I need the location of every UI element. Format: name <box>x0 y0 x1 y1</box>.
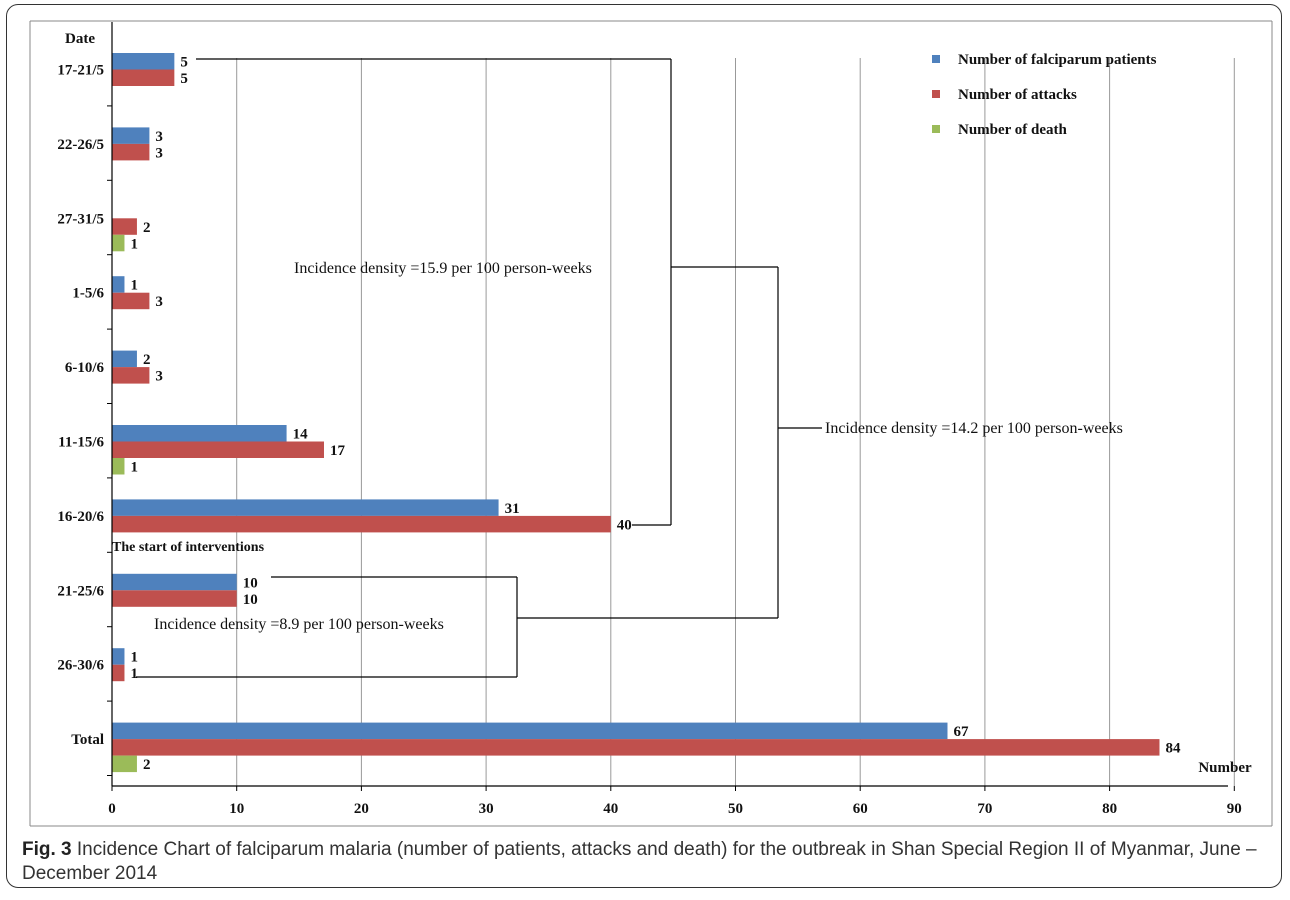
legend: Number of falciparum patients Number of a… <box>932 52 1157 138</box>
y-axis-label: Date <box>65 31 95 47</box>
figure-caption: Fig. 3 Incidence Chart of falciparum mal… <box>22 838 1262 886</box>
legend-swatch-0 <box>932 55 940 63</box>
bar-6-10/6-0 <box>112 350 137 368</box>
bar-27-31/5-1 <box>112 218 137 235</box>
bar-Total-0 <box>112 722 948 740</box>
annotation-density-after: Incidence density =8.9 per 100 person-we… <box>154 616 444 633</box>
data-label-Total-2: 2 <box>143 757 151 773</box>
bar-17-21/5-1 <box>112 69 175 86</box>
caption-label: Fig. 3 <box>22 839 72 860</box>
data-label-21-25/6-1: 10 <box>243 592 258 608</box>
x-tick-label-70: 70 <box>977 801 992 817</box>
gridlines <box>236 58 1235 786</box>
y-tick-label-21-25/6: 21-25/6 <box>57 583 104 599</box>
data-label-11-15/6-1: 17 <box>330 443 346 459</box>
data-label-27-31/5-2: 1 <box>130 236 138 252</box>
bar-6-10/6-1 <box>112 367 150 384</box>
data-label-6-10/6-1: 3 <box>155 369 163 385</box>
x-tick-label-0: 0 <box>108 801 116 817</box>
data-label-21-25/6-0: 10 <box>243 575 258 591</box>
bar-1-5/6-1 <box>112 292 150 310</box>
y-tick-label-22-26/5: 22-26/5 <box>57 137 104 153</box>
x-tick-label-90: 90 <box>1227 801 1242 817</box>
annotation-texts: The start of interventions Incidence dens… <box>112 260 1123 633</box>
bar-17-21/5-0 <box>112 53 175 70</box>
legend-swatch-2 <box>932 125 940 133</box>
bar-11-15/6-0 <box>112 425 287 442</box>
legend-label-2: Number of death <box>958 122 1068 138</box>
bar-16-20/6-1 <box>112 515 611 533</box>
x-tick-label-30: 30 <box>479 801 494 817</box>
bar-26-30/6-1 <box>112 664 125 682</box>
bar-11-15/6-2 <box>112 458 125 475</box>
data-label-26-30/6-0: 1 <box>130 650 138 666</box>
bar-27-31/5-2 <box>112 234 125 252</box>
y-tick-label-6-10/6: 6-10/6 <box>65 360 105 376</box>
axes: 0 10 20 30 40 50 60 70 80 90 Number Date 17-21/5 22-2… <box>57 22 1252 817</box>
data-label-11-15/6-0: 14 <box>293 427 309 443</box>
x-tick-label-80: 80 <box>1102 801 1117 817</box>
bar-Total-1 <box>112 739 1160 756</box>
annotation-density-total: Incidence density =14.2 per 100 person-w… <box>825 420 1123 437</box>
data-label-6-10/6-0: 2 <box>143 352 151 368</box>
y-tick-label-26-30/6: 26-30/6 <box>57 658 104 674</box>
data-label-16-20/6-1: 40 <box>617 517 632 533</box>
annotation-density-before: Incidence density =15.9 per 100 person-w… <box>294 260 592 277</box>
y-tick-label-11-15/6: 11-15/6 <box>58 435 104 451</box>
data-label-22-26/5-1: 3 <box>155 145 163 161</box>
bar-22-26/5-1 <box>112 143 150 161</box>
x-tick-label-10: 10 <box>229 801 244 817</box>
data-label-Total-1: 84 <box>1165 741 1181 757</box>
x-tick-label-20: 20 <box>354 801 369 817</box>
y-tick-label-17-21/5: 17-21/5 <box>57 63 104 79</box>
caption-text: Incidence Chart of falciparum malaria (n… <box>22 839 1257 884</box>
data-label-27-31/5-1: 2 <box>143 220 151 236</box>
data-label-16-20/6-0: 31 <box>505 501 520 517</box>
x-tick-label-40: 40 <box>603 801 618 817</box>
bar-21-25/6-1 <box>112 590 237 607</box>
y-tick-label-16-20/6: 16-20/6 <box>57 509 104 525</box>
data-label-17-21/5-0: 5 <box>180 55 188 71</box>
data-label-1-5/6-0: 1 <box>130 278 138 294</box>
y-tick-label-27-31/5: 27-31/5 <box>57 211 104 227</box>
bar-22-26/5-0 <box>112 127 150 144</box>
bars <box>112 53 1160 773</box>
annotation-brackets <box>136 58 822 678</box>
data-label-1-5/6-1: 3 <box>155 294 163 310</box>
y-tick-label-Total: Total <box>71 732 104 748</box>
bar-11-15/6-1 <box>112 441 324 458</box>
x-tick-label-50: 50 <box>728 801 743 817</box>
y-tick-label-1-5/6: 1-5/6 <box>72 286 104 302</box>
data-label-17-21/5-1: 5 <box>180 71 188 87</box>
x-tick-label-60: 60 <box>853 801 868 817</box>
data-label-11-15/6-2: 1 <box>130 460 138 476</box>
bar-1-5/6-0 <box>112 276 125 293</box>
bar-21-25/6-0 <box>112 573 237 591</box>
data-label-Total-0: 67 <box>953 724 969 740</box>
x-axis-label: Number <box>1198 760 1252 776</box>
bar-16-20/6-0 <box>112 499 499 516</box>
data-label-26-30/6-1: 1 <box>130 666 138 682</box>
bar-26-30/6-0 <box>112 648 125 665</box>
annotation-interventions: The start of interventions <box>112 540 265 555</box>
legend-label-1: Number of attacks <box>958 87 1077 103</box>
legend-swatch-1 <box>932 90 940 98</box>
bar-Total-2 <box>112 755 137 773</box>
legend-label-0: Number of falciparum patients <box>958 52 1157 68</box>
data-label-22-26/5-0: 3 <box>155 129 163 145</box>
